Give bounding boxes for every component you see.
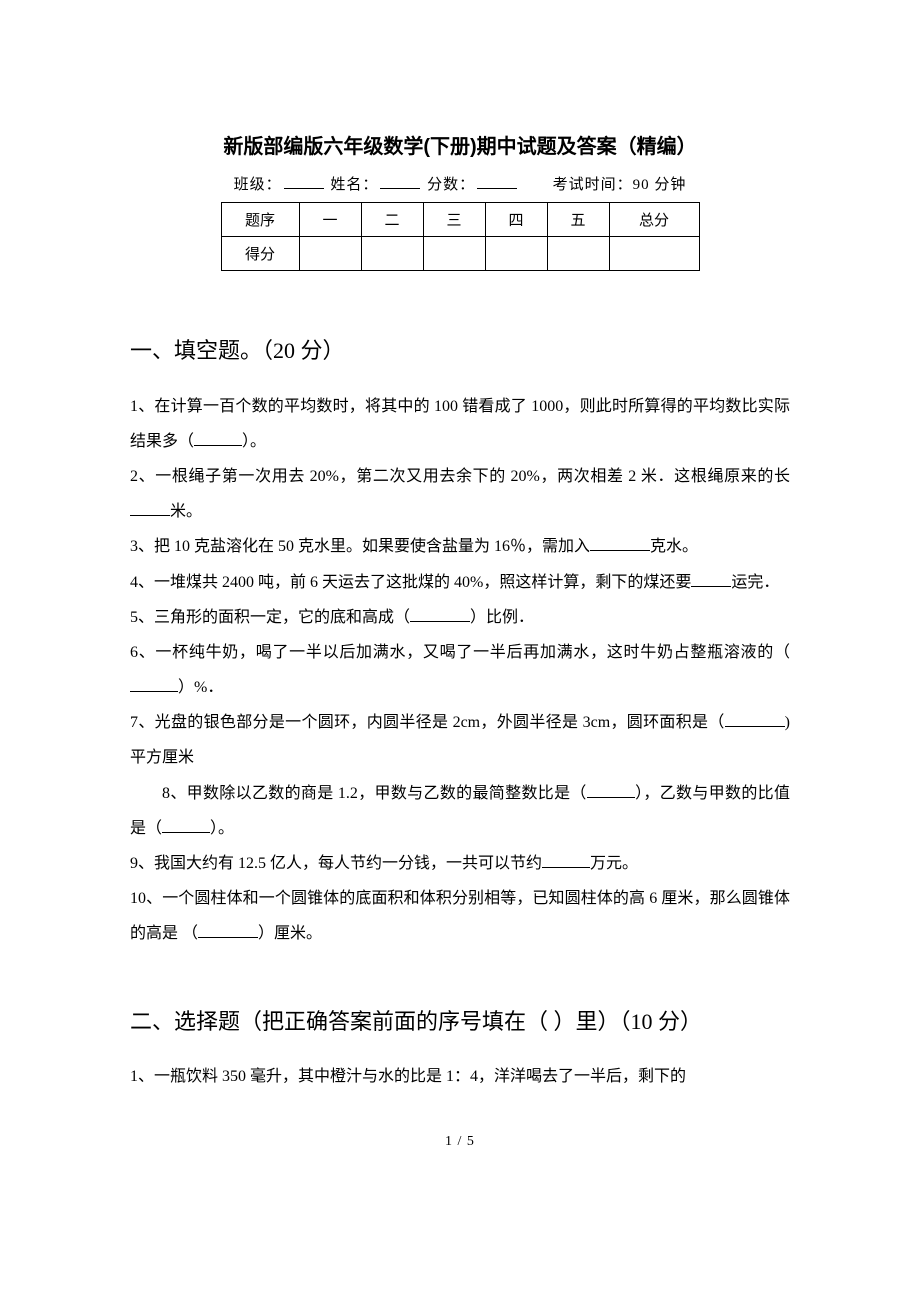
question-4: 4、一堆煤共 2400 吨，前 6 天运去了这批煤的 40%，照这样计算，剩下的… — [130, 565, 790, 600]
table-row: 题序 一 二 三 四 五 总分 — [221, 203, 699, 237]
question-10: 10、一个圆柱体和一个圆锥体的底面积和体积分别相等，已知圆柱体的高 6 厘米，那… — [130, 881, 790, 951]
fill-blank — [691, 571, 731, 587]
name-label: 姓名： — [330, 177, 378, 193]
score-cell — [361, 237, 423, 271]
question-3: 3、把 10 克盐溶化在 50 克水里。如果要使含盐量为 16％，需加入 克水。 — [130, 529, 790, 564]
table-row: 得分 — [221, 237, 699, 271]
q4-text-b: 运完． — [731, 574, 779, 591]
q3-text-a: 3、把 10 克盐溶化在 50 克水里。如果要使含盐量为 16％，需加入 — [130, 538, 590, 555]
col-total: 总分 — [609, 203, 699, 237]
header-seq: 题序 — [221, 203, 299, 237]
score-cell — [547, 237, 609, 271]
q6-text-b: ）%． — [178, 679, 223, 696]
fill-blank — [198, 922, 258, 938]
question-2: 2、一根绳子第一次用去 20%，第二次又用去余下的 20%，两次相差 2 米．这… — [130, 459, 790, 529]
q8-text-a: 8、甲数除以乙数的商是 1.2，甲数与乙数的最简整数比是（ — [162, 785, 587, 802]
name-blank — [380, 174, 420, 189]
score-table: 题序 一 二 三 四 五 总分 得分 — [221, 202, 700, 271]
q5-text-a: 5、三角形的面积一定，它的底和高成（ — [130, 609, 410, 626]
fill-blank — [130, 500, 170, 516]
page-title: 新版部编版六年级数学(下册)期中试题及答案（精编） — [130, 130, 790, 159]
col-2: 二 — [361, 203, 423, 237]
q9-text-a: 9、我国大约有 12.5 亿人，每人节约一分钱，一共可以节约 — [130, 855, 542, 872]
score-cell — [485, 237, 547, 271]
col-1: 一 — [299, 203, 361, 237]
fill-blank — [194, 430, 242, 446]
score-label: 分数： — [427, 177, 475, 193]
question-6: 6、一杯纯牛奶，喝了一半以后加满水，又喝了一半后再加满水，这时牛奶占整瓶溶液的（… — [130, 635, 790, 705]
q10-text-b: ）厘米。 — [258, 925, 322, 942]
fill-blank — [725, 711, 785, 727]
question-8: 8、甲数除以乙数的商是 1.2，甲数与乙数的最简整数比是（），乙数与甲数的比值是… — [130, 776, 790, 846]
col-5: 五 — [547, 203, 609, 237]
question-5: 5、三角形的面积一定，它的底和高成（ ）比例． — [130, 600, 790, 635]
col-4: 四 — [485, 203, 547, 237]
page-footer: 1 / 5 — [130, 1134, 790, 1150]
class-label: 班级： — [234, 177, 282, 193]
q8-text-c: ）。 — [210, 820, 234, 837]
info-line: 班级： 姓名： 分数： 考试时间：90 分钟 — [130, 173, 790, 194]
fill-blank — [130, 676, 178, 692]
section2-question-1: 1、一瓶饮料 350 毫升，其中橙汁与水的比是 1：4，洋洋喝去了一半后，剩下的 — [130, 1059, 790, 1094]
score-cell — [299, 237, 361, 271]
section-2-heading: 二、选择题（把正确答案前面的序号填在（ ）里）（10 分） — [130, 1002, 790, 1042]
question-1: 1、在计算一百个数的平均数时，将其中的 100 错看成了 1000，则此时所算得… — [130, 389, 790, 459]
score-cell — [609, 237, 699, 271]
q3-text-b: 克水。 — [650, 538, 698, 555]
q2-text-a: 2、一根绳子第一次用去 20%，第二次又用去余下的 20%，两次相差 2 米．这… — [130, 468, 790, 485]
header-score: 得分 — [221, 237, 299, 271]
section-1-heading: 一、填空题。（20 分） — [130, 331, 790, 371]
fill-blank — [410, 606, 470, 622]
exam-time-label: 考试时间：90 分钟 — [553, 177, 687, 193]
question-7: 7、光盘的银色部分是一个圆环，内圆半径是 2cm，外圆半径是 3cm，圆环面积是… — [130, 705, 790, 775]
q7-text-a: 7、光盘的银色部分是一个圆环，内圆半径是 2cm，外圆半径是 3cm，圆环面积是… — [130, 714, 725, 731]
score-cell — [423, 237, 485, 271]
fill-blank — [542, 852, 590, 868]
q4-text-a: 4、一堆煤共 2400 吨，前 6 天运去了这批煤的 40%，照这样计算，剩下的… — [130, 574, 691, 591]
q6-text-a: 6、一杯纯牛奶，喝了一半以后加满水，又喝了一半后再加满水，这时牛奶占整瓶溶液的（ — [130, 644, 790, 661]
score-blank — [477, 174, 517, 189]
fill-blank — [587, 782, 635, 798]
q1-text-b: ）。 — [242, 433, 266, 450]
q9-text-b: 万元。 — [590, 855, 638, 872]
fill-blank — [590, 535, 650, 551]
fill-blank — [162, 817, 210, 833]
col-3: 三 — [423, 203, 485, 237]
q2-text-b: 米。 — [170, 503, 202, 520]
q5-text-b: ）比例． — [470, 609, 534, 626]
question-9: 9、我国大约有 12.5 亿人，每人节约一分钱，一共可以节约 万元。 — [130, 846, 790, 881]
class-blank — [284, 174, 324, 189]
